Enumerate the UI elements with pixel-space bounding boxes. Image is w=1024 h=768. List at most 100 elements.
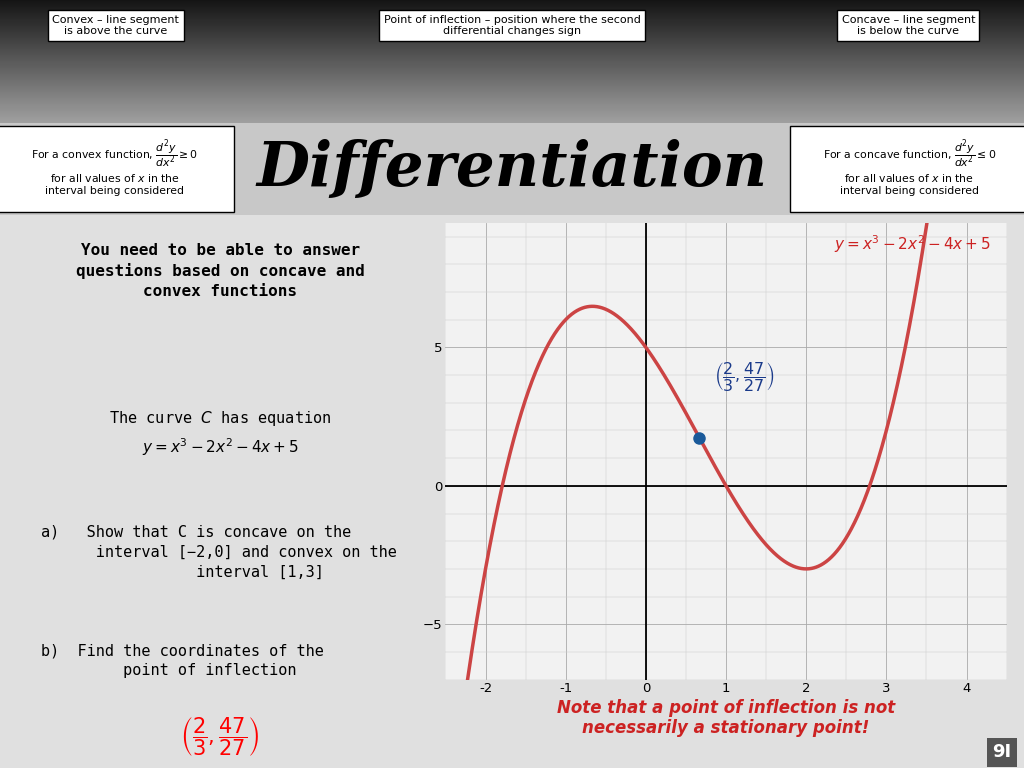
Bar xyxy=(0,55,1024,56)
Bar xyxy=(0,87,1024,88)
Bar xyxy=(0,31,1024,33)
Bar xyxy=(0,58,1024,59)
Bar xyxy=(0,96,1024,98)
Bar xyxy=(0,71,1024,73)
Bar xyxy=(0,116,1024,117)
Text: $\left(\dfrac{2}{3},\dfrac{47}{27}\right)$: $\left(\dfrac{2}{3},\dfrac{47}{27}\right… xyxy=(180,716,260,759)
Bar xyxy=(0,35,1024,36)
Bar xyxy=(0,1,1024,2)
Bar xyxy=(0,117,1024,118)
Text: Convex – line segment
is above the curve: Convex – line segment is above the curve xyxy=(52,15,179,36)
Bar xyxy=(0,38,1024,39)
Text: For a convex function, $\dfrac{d^2y}{dx^2}\geq 0$
for all values of $x$ in the
i: For a convex function, $\dfrac{d^2y}{dx^… xyxy=(31,138,199,196)
Bar xyxy=(0,62,1024,64)
Bar xyxy=(0,99,1024,101)
Bar xyxy=(0,89,1024,90)
Bar xyxy=(0,110,1024,111)
Bar xyxy=(0,42,1024,43)
Bar xyxy=(0,33,1024,34)
Text: a)   Show that C is concave on the
      interval [−2,0] and convex on the
     : a) Show that C is concave on the interva… xyxy=(41,525,397,579)
Bar xyxy=(0,56,1024,58)
Bar xyxy=(0,61,1024,62)
Text: $\left(\dfrac{2}{3},\dfrac{47}{27}\right)$: $\left(\dfrac{2}{3},\dfrac{47}{27}\right… xyxy=(714,360,774,393)
Text: For a concave function, $\dfrac{d^2y}{dx^2}\leq 0$
for all values of $x$ in the
: For a concave function, $\dfrac{d^2y}{dx… xyxy=(822,138,996,196)
Bar xyxy=(0,101,1024,102)
Bar xyxy=(0,111,1024,113)
Bar xyxy=(0,67,1024,68)
Bar xyxy=(0,19,1024,21)
Bar xyxy=(0,85,1024,86)
Bar xyxy=(0,40,1024,41)
Bar xyxy=(0,64,1024,65)
Bar xyxy=(0,41,1024,42)
Bar xyxy=(0,121,1024,122)
Bar xyxy=(0,0,1024,1)
Bar xyxy=(0,74,1024,76)
Bar xyxy=(0,95,1024,96)
Bar xyxy=(0,6,1024,7)
Bar xyxy=(0,114,1024,116)
Bar xyxy=(0,28,1024,30)
Bar xyxy=(0,22,1024,24)
Bar xyxy=(0,12,1024,13)
Bar xyxy=(0,39,1024,40)
Text: Differentiation: Differentiation xyxy=(256,139,768,199)
Bar xyxy=(0,59,1024,61)
Text: You need to be able to answer
questions based on concave and
convex functions: You need to be able to answer questions … xyxy=(76,243,365,299)
Bar xyxy=(0,50,1024,51)
Text: Note that a point of inflection is not
necessarily a stationary point!: Note that a point of inflection is not n… xyxy=(557,699,895,737)
Bar xyxy=(0,92,1024,93)
Bar xyxy=(0,18,1024,19)
Bar xyxy=(0,36,1024,37)
Bar xyxy=(0,91,1024,92)
Bar xyxy=(0,93,1024,94)
Bar xyxy=(0,45,1024,46)
Bar xyxy=(0,70,1024,71)
Bar xyxy=(0,8,1024,9)
Bar xyxy=(0,107,1024,108)
Bar xyxy=(0,68,1024,70)
Bar xyxy=(0,37,1024,38)
Bar xyxy=(0,84,1024,85)
Bar xyxy=(0,5,1024,6)
Bar xyxy=(0,10,1024,12)
Bar xyxy=(0,3,1024,4)
Bar xyxy=(0,21,1024,22)
Bar xyxy=(0,9,1024,10)
Text: Concave – line segment
is below the curve: Concave – line segment is below the curv… xyxy=(842,15,975,36)
Bar xyxy=(0,73,1024,74)
Bar xyxy=(0,51,1024,52)
Bar xyxy=(0,122,1024,123)
Bar xyxy=(0,104,1024,105)
Bar xyxy=(0,76,1024,77)
Bar xyxy=(0,49,1024,50)
Text: Point of inflection – position where the second
differential changes sign: Point of inflection – position where the… xyxy=(384,15,640,36)
Bar xyxy=(0,105,1024,107)
Bar xyxy=(0,79,1024,80)
Bar xyxy=(0,90,1024,91)
Text: The curve $C$ has equation
$y = x^3 - 2x^2 - 4x + 5$: The curve $C$ has equation $y = x^3 - 2x… xyxy=(109,409,332,458)
Bar xyxy=(0,2,1024,3)
Bar xyxy=(0,47,1024,48)
Bar xyxy=(0,102,1024,104)
Bar xyxy=(0,44,1024,45)
Bar xyxy=(0,86,1024,87)
Bar xyxy=(0,88,1024,89)
Bar xyxy=(0,119,1024,120)
Bar xyxy=(0,16,1024,18)
Bar xyxy=(0,7,1024,8)
Bar xyxy=(0,118,1024,119)
FancyBboxPatch shape xyxy=(0,126,234,212)
Bar xyxy=(0,94,1024,95)
Bar xyxy=(0,13,1024,15)
Bar xyxy=(0,113,1024,114)
Bar xyxy=(0,4,1024,5)
FancyBboxPatch shape xyxy=(790,126,1024,212)
Bar xyxy=(0,78,1024,79)
Bar xyxy=(0,43,1024,44)
Bar xyxy=(0,65,1024,67)
Bar xyxy=(0,77,1024,78)
Bar xyxy=(0,15,1024,16)
Bar xyxy=(0,25,1024,27)
Text: 9I: 9I xyxy=(992,743,1012,761)
